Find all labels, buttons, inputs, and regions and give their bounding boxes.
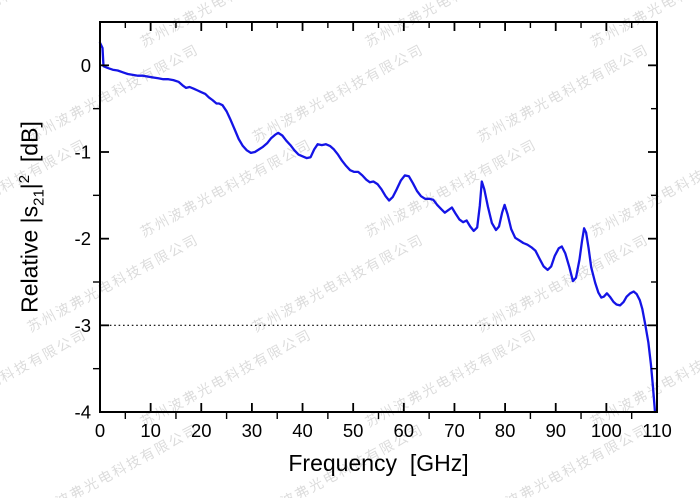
- y-axis-title-bar: |: [16, 183, 43, 190]
- y-axis-title: Relative |s21|2 [dB]: [16, 22, 50, 412]
- x-tick-label: 70: [444, 420, 465, 441]
- x-tick-label: 30: [242, 420, 263, 441]
- y-tick-label: 0: [81, 55, 91, 76]
- x-tick-label: 100: [591, 420, 622, 441]
- x-tick-label: 110: [642, 420, 672, 441]
- x-tick-label: 20: [191, 420, 212, 441]
- x-tick-label: 90: [545, 420, 566, 441]
- y-tick-label: -3: [75, 315, 91, 336]
- y-tick-label: -1: [75, 142, 91, 163]
- x-tick-label: 60: [394, 420, 415, 441]
- x-tick-label: 10: [140, 420, 161, 441]
- x-tick-label: 0: [95, 420, 105, 441]
- s21-curve: [98, 41, 657, 414]
- y-axis-title-subscript: 21: [30, 189, 48, 206]
- y-axis-title-suffix: [dB]: [16, 121, 43, 175]
- plot-frame: [99, 21, 658, 413]
- y-axis-title-superscript: 2: [16, 174, 33, 184]
- x-axis-title: Frequency [GHz]: [288, 450, 469, 476]
- x-tick-label: 40: [292, 420, 313, 441]
- x-tick-label: 50: [343, 420, 364, 441]
- y-axis-title-prefix: Relative |s: [16, 205, 43, 313]
- x-tick-label: 80: [495, 420, 516, 441]
- y-tick-label: -2: [75, 228, 91, 249]
- y-tick-label: -4: [75, 402, 91, 423]
